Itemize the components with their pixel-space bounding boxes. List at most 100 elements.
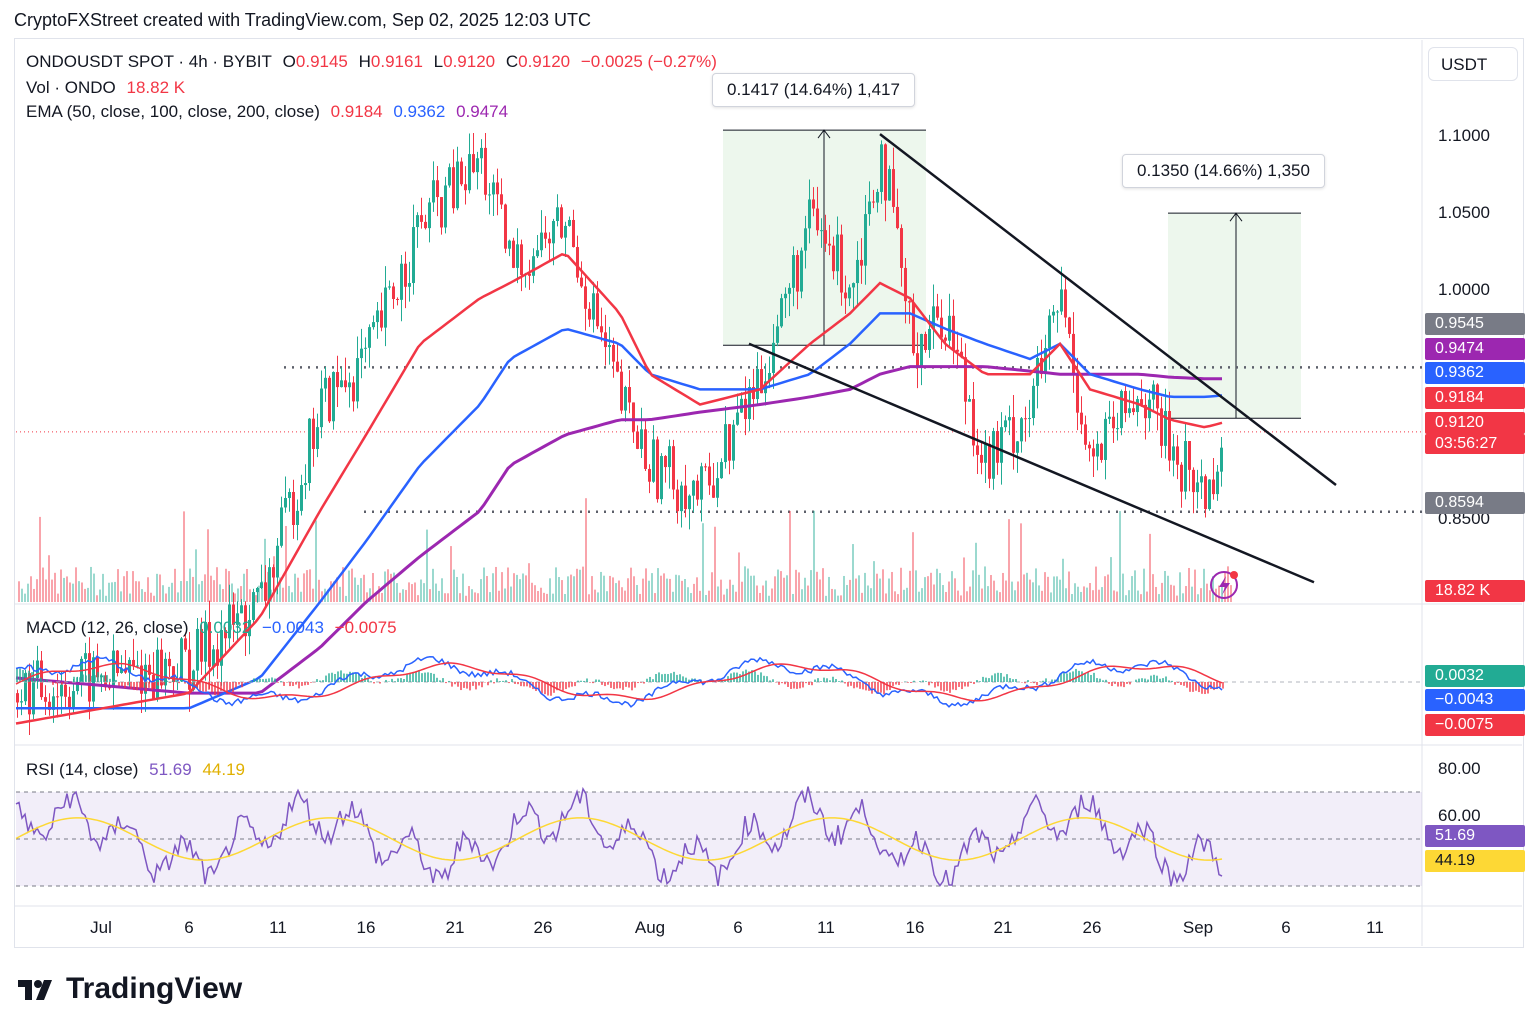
legend-open-label: O bbox=[282, 52, 296, 71]
candle-body bbox=[396, 298, 399, 300]
macd-hist-bar bbox=[280, 681, 282, 682]
volume-bar bbox=[843, 575, 845, 602]
macd-hist-bar bbox=[1198, 682, 1200, 693]
macd-hist-bar bbox=[232, 682, 234, 693]
volume-bar bbox=[396, 583, 398, 602]
macd-hist-bar bbox=[121, 682, 123, 687]
x-tick-aug16: 16 bbox=[905, 918, 925, 937]
macd-hist-bar bbox=[970, 682, 972, 683]
macd-hist-bar bbox=[1189, 682, 1191, 692]
candle-body bbox=[196, 628, 199, 671]
candle-body bbox=[1108, 416, 1111, 419]
macd-hist-bar bbox=[535, 682, 537, 691]
macd-hist-bar bbox=[1072, 671, 1074, 682]
volume-bar bbox=[435, 583, 437, 602]
candle-body bbox=[640, 429, 643, 449]
macd-hist-bar bbox=[31, 672, 33, 682]
volume-bar bbox=[1074, 583, 1076, 602]
volume-bar bbox=[549, 578, 551, 602]
volume-bar bbox=[162, 585, 164, 602]
measure-label-2[interactable]: 0.1350 (14.66%) 1,350 bbox=[1122, 154, 1325, 188]
candle-body bbox=[1016, 441, 1019, 453]
volume-bar bbox=[111, 582, 113, 602]
volume-bar bbox=[954, 578, 956, 602]
macd-hist-bar bbox=[337, 671, 339, 682]
macd-hist-bar bbox=[487, 682, 489, 686]
macd-hist-bar bbox=[385, 679, 387, 682]
macd-hist-bar bbox=[109, 678, 111, 682]
volume-bar bbox=[1101, 587, 1103, 602]
macd-hist-bar bbox=[604, 682, 606, 687]
candle-body bbox=[720, 462, 723, 479]
volume-bar bbox=[24, 593, 26, 602]
volume-bar bbox=[198, 584, 200, 602]
volume-bar bbox=[84, 588, 86, 602]
x-tick-jul16: 16 bbox=[356, 918, 376, 937]
macd-hist-bar bbox=[640, 682, 642, 683]
macd-hist-bar bbox=[355, 672, 357, 682]
volume-bar bbox=[684, 579, 686, 602]
candle-body bbox=[116, 650, 119, 673]
macd-hist-bar bbox=[940, 682, 942, 691]
volume-bar bbox=[864, 572, 866, 602]
alert-flash-icon bbox=[1210, 571, 1238, 599]
candle-body bbox=[736, 412, 739, 425]
volume-bar bbox=[612, 577, 614, 602]
macd-hist-bar bbox=[598, 679, 600, 682]
macd-hist-bar bbox=[664, 673, 666, 682]
candle-body bbox=[992, 431, 995, 479]
volume-bar bbox=[201, 580, 203, 602]
volume-bar bbox=[558, 577, 560, 602]
measure-label-1[interactable]: 0.1417 (14.64%) 1,417 bbox=[712, 73, 915, 107]
macd-hist-bar bbox=[439, 680, 441, 682]
candle-body bbox=[312, 418, 315, 449]
volume-bar bbox=[879, 578, 881, 602]
macd-hist-bar bbox=[448, 680, 450, 682]
candle-body bbox=[448, 167, 451, 186]
candle-body bbox=[52, 696, 55, 710]
rsi-label[interactable]: RSI (14, close) bbox=[26, 760, 139, 779]
candle-body bbox=[988, 443, 991, 479]
volume-bar bbox=[483, 567, 485, 602]
legend-symbol[interactable]: ONDOUSDT SPOT · 4h · BYBIT bbox=[26, 52, 272, 71]
macd-hist-bar bbox=[118, 682, 120, 686]
volume-legend: Vol · ONDO 18.82 K bbox=[26, 78, 191, 98]
candle-body bbox=[364, 347, 367, 349]
volume-bar bbox=[960, 595, 962, 602]
ema-label[interactable]: EMA (50, close, 100, close, 200, close) bbox=[26, 102, 320, 121]
volume-bar bbox=[747, 568, 749, 602]
macd-hist-bar bbox=[1162, 678, 1164, 682]
volume-bar bbox=[381, 592, 383, 602]
candle-body bbox=[964, 357, 967, 402]
volume-bar bbox=[153, 595, 155, 602]
macd-hist-bar bbox=[646, 678, 648, 682]
volume-bar bbox=[984, 566, 986, 602]
volume-bar bbox=[108, 582, 110, 602]
volume-bar bbox=[186, 581, 188, 602]
currency-button[interactable]: USDT bbox=[1428, 47, 1518, 81]
volume-bar bbox=[561, 580, 563, 602]
candle-body bbox=[400, 263, 403, 300]
candle-body bbox=[608, 344, 611, 348]
candle-body bbox=[468, 154, 471, 191]
macd-hist-bar bbox=[415, 671, 417, 682]
candle-body bbox=[808, 199, 811, 229]
volume-bar bbox=[750, 575, 752, 602]
candle-body bbox=[912, 302, 915, 354]
macd-hist-bar bbox=[913, 680, 915, 682]
candle-body bbox=[776, 326, 779, 343]
tradingview-logo[interactable]: TradingView bbox=[18, 972, 242, 1006]
volume-bar bbox=[1017, 581, 1019, 602]
macd-hist-bar bbox=[832, 676, 834, 682]
volume-bar bbox=[69, 582, 71, 602]
macd-label[interactable]: MACD (12, 26, close) bbox=[26, 618, 189, 637]
volume-label[interactable]: Vol · ONDO bbox=[26, 78, 116, 97]
macd-hist-bar bbox=[883, 682, 885, 695]
volume-bar bbox=[1230, 585, 1232, 602]
candle-body bbox=[504, 204, 507, 249]
volume-bar bbox=[1050, 592, 1052, 602]
volume-bar bbox=[813, 510, 815, 602]
macd-hist-bar bbox=[1120, 682, 1122, 687]
macd-hist-bar bbox=[22, 669, 24, 682]
